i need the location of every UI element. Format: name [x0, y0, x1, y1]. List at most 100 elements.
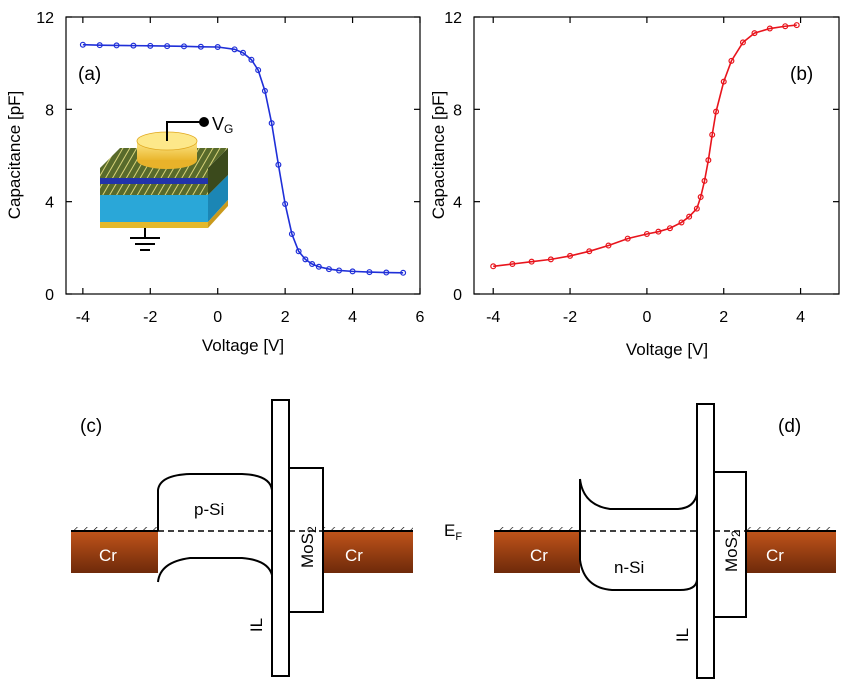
- data-point: [605, 242, 612, 249]
- data-point: [240, 49, 247, 56]
- data-point: [181, 43, 188, 50]
- diagram-d-fermi-label: E: [444, 521, 455, 540]
- data-point: [666, 225, 673, 232]
- diagram-d-panel-label: (d): [778, 416, 801, 437]
- y-tick-label: 12: [444, 10, 462, 27]
- data-point: [686, 213, 693, 220]
- diagram-c-conduction-band: [157, 473, 273, 531]
- chart-b-ylabel: Capacitance [pF]: [429, 91, 448, 220]
- data-point: [302, 256, 309, 263]
- data-point: [751, 30, 758, 37]
- data-point: [528, 258, 535, 265]
- x-tick-label: -4: [486, 309, 500, 326]
- data-point: [693, 205, 700, 212]
- data-point: [383, 269, 390, 276]
- x-tick-label: 0: [213, 309, 222, 326]
- data-point: [643, 230, 650, 237]
- x-tick-label: 2: [719, 309, 728, 326]
- data-point: [164, 43, 171, 50]
- inset-gate-wire: [166, 121, 202, 141]
- data-point: [366, 269, 373, 276]
- data-point: [255, 67, 262, 74]
- diagram-c-mos2: [288, 467, 324, 613]
- data-point: [705, 157, 712, 164]
- data-point: [268, 120, 275, 127]
- diagram-d-mos2-subscript: 2: [729, 530, 743, 537]
- diagram-d-interlayer-label: IL: [673, 628, 692, 642]
- band-diagram-c: (c) Cr Cr p-Si IL MoS2: [71, 399, 413, 677]
- chart-a-markers: [79, 41, 407, 276]
- chart-b-panel-label: (b): [790, 64, 813, 85]
- diagram-c-mos2-subscript: 2: [305, 526, 319, 533]
- x-tick-label: 0: [642, 309, 651, 326]
- diagram-c-mos2-label: MoS: [298, 533, 317, 568]
- chart-a-series-line: [82, 43, 404, 274]
- y-tick-label: 8: [453, 102, 462, 119]
- chart-a-ylabel: Capacitance [pF]: [5, 91, 24, 220]
- svg-text:EF: EF: [444, 521, 462, 543]
- data-point: [275, 161, 282, 168]
- chart-b-frame: [473, 16, 840, 295]
- data-point: [739, 39, 746, 46]
- device-inset: VG: [100, 114, 233, 251]
- diagram-d-interlayer: [696, 403, 715, 679]
- data-point: [288, 230, 295, 237]
- y-tick-label: 0: [453, 287, 462, 304]
- data-point: [309, 260, 316, 267]
- data-point: [315, 263, 322, 270]
- y-tick-label: 8: [45, 102, 54, 119]
- inset-mos2-layer: [100, 178, 208, 184]
- data-point: [655, 228, 662, 235]
- diagram-d-mos2: [713, 471, 747, 618]
- data-point: [793, 22, 800, 29]
- data-point: [709, 131, 716, 138]
- inset-substrate-side: [208, 175, 228, 222]
- diagram-c-left-metal: [71, 531, 158, 573]
- data-point: [697, 194, 704, 201]
- y-tick-label: 0: [45, 287, 54, 304]
- chart-b: -4 -2 0 2 4 0 4 8 12 (b) Voltage [V] Capacitance…: [429, 10, 840, 359]
- y-tick-label: 12: [36, 10, 54, 27]
- data-point: [720, 78, 727, 85]
- diagram-c-panel-label: (c): [80, 416, 102, 437]
- data-point: [248, 56, 255, 63]
- data-point: [336, 267, 343, 274]
- x-tick-label: -2: [563, 309, 577, 326]
- chart-a-panel-label: (a): [78, 64, 101, 85]
- diagram-d-right-metal-label: Cr: [766, 546, 784, 565]
- data-point: [197, 43, 204, 50]
- inset-gate-subscript: G: [224, 122, 233, 136]
- data-point: [567, 252, 574, 259]
- data-point: [490, 263, 497, 270]
- data-point: [295, 248, 302, 255]
- svg-text:MoS2: MoS2: [722, 530, 743, 572]
- chart-a-axes: -4 -2 0 2 4 6 0 4 8 12: [36, 10, 424, 326]
- x-tick-label: 4: [796, 309, 805, 326]
- data-point: [701, 177, 708, 184]
- ground-icon: [130, 237, 160, 251]
- diagram-c-semiconductor-label: p-Si: [194, 500, 224, 519]
- data-point: [214, 44, 221, 51]
- data-point: [96, 42, 103, 49]
- data-point: [624, 235, 631, 242]
- diagram-c-right-metal: [323, 531, 413, 573]
- svg-text:MoS2: MoS2: [298, 526, 319, 568]
- chart-b-axes: -4 -2 0 2 4 0 4 8 12: [444, 10, 839, 326]
- diagram-c-left-metal-label: Cr: [99, 546, 117, 565]
- diagram-c-interlayer: [271, 399, 290, 677]
- diagram-d-valence-band: [579, 559, 698, 591]
- data-point: [147, 42, 154, 49]
- diagram-d-mos2-label: MoS: [722, 537, 741, 572]
- y-tick-label: 4: [453, 195, 462, 212]
- data-point: [766, 25, 773, 32]
- data-point: [349, 268, 356, 275]
- data-point: [130, 42, 137, 49]
- data-point: [728, 57, 735, 64]
- data-point: [782, 23, 789, 30]
- data-point: [547, 256, 554, 263]
- chart-a-xlabel: Voltage [V]: [202, 336, 284, 355]
- diagram-d-semiconductor-label: n-Si: [614, 558, 644, 577]
- data-point: [400, 269, 407, 276]
- svg-text:VG: VG: [212, 114, 233, 136]
